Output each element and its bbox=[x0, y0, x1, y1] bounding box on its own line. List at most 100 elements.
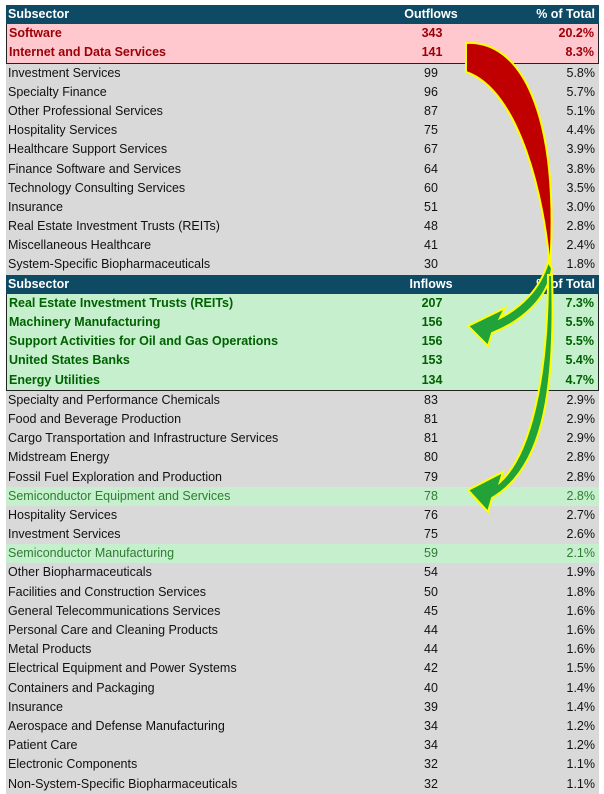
subsector-cell: Specialty Finance bbox=[8, 84, 107, 99]
subsector-flows-table: Subsector Outflows % of Total Software 343 20… bbox=[6, 5, 599, 794]
subsector-cell: Midstream Energy bbox=[8, 450, 110, 465]
pct-cell: 4.7% bbox=[565, 372, 595, 387]
subsector-cell: Semiconductor Manufacturing bbox=[8, 546, 175, 561]
flow-value-cell: 153 bbox=[421, 353, 443, 368]
table-row: Real Estate Investment Trusts (REITs) 207… bbox=[6, 293, 599, 313]
pct-cell: 2.9% bbox=[566, 392, 596, 407]
table-row: Metal Products 44 1.6% bbox=[6, 640, 599, 660]
table-row: Non-System-Specific Biopharmaceuticals 32… bbox=[6, 774, 599, 794]
subsector-cell: Fossil Fuel Exploration and Production bbox=[8, 469, 223, 484]
flow-value-cell: 87 bbox=[424, 103, 438, 118]
subsector-cell: Facilities and Construction Services bbox=[8, 584, 206, 599]
flow-value-cell: 141 bbox=[421, 45, 443, 60]
header-pct: % of Total bbox=[536, 7, 595, 21]
subsector-cell: Investment Services bbox=[8, 527, 121, 542]
flow-value-cell: 81 bbox=[424, 411, 438, 426]
subsector-cell: Insurance bbox=[8, 699, 63, 714]
subsector-cell: System-Specific Biopharmaceuticals bbox=[8, 257, 211, 272]
pct-cell: 2.7% bbox=[566, 507, 596, 522]
pct-cell: 5.1% bbox=[566, 103, 596, 118]
pct-cell: 5.7% bbox=[566, 84, 596, 99]
flow-value-cell: 78 bbox=[424, 488, 438, 503]
flow-value-cell: 40 bbox=[424, 680, 438, 695]
subsector-cell: Specialty and Performance Chemicals bbox=[8, 392, 220, 407]
pct-cell: 7.3% bbox=[565, 295, 595, 310]
header-flows: Inflows bbox=[409, 276, 453, 291]
flow-value-cell: 41 bbox=[424, 238, 438, 253]
subsector-cell: Other Professional Services bbox=[8, 103, 163, 118]
flow-value-cell: 32 bbox=[424, 776, 438, 791]
flow-value-cell: 83 bbox=[424, 392, 438, 407]
pct-cell: 3.8% bbox=[566, 161, 596, 176]
table-row: Energy Utilities 134 4.7% bbox=[6, 370, 599, 391]
pct-cell: 1.8% bbox=[566, 584, 596, 599]
subsector-cell: United States Banks bbox=[9, 353, 130, 368]
flow-value-cell: 34 bbox=[424, 738, 438, 753]
table-row: Internet and Data Services 141 8.3% bbox=[6, 43, 599, 64]
subsector-cell: Semiconductor Equipment and Services bbox=[8, 488, 231, 503]
flow-value-cell: 64 bbox=[424, 161, 438, 176]
subsector-cell: Real Estate Investment Trusts (REITs) bbox=[9, 295, 234, 310]
table-row: Patient Care 34 1.2% bbox=[6, 736, 599, 756]
table-row: Insurance 51 3.0% bbox=[6, 197, 599, 218]
table-row: Hospitality Services 76 2.7% bbox=[6, 505, 599, 526]
subsector-cell: Machinery Manufacturing bbox=[9, 315, 161, 329]
pct-cell: 3.0% bbox=[566, 199, 596, 214]
table-row: Hospitality Services 75 4.4% bbox=[6, 121, 599, 141]
table-row: System-Specific Biopharmaceuticals 30 1.8% bbox=[6, 255, 599, 275]
subsector-cell: Aerospace and Defense Manufacturing bbox=[8, 718, 225, 733]
outflows-header-row: Subsector Outflows % of Total bbox=[6, 5, 599, 25]
subsector-cell: Energy Utilities bbox=[9, 372, 100, 387]
subsector-cell: Healthcare Support Services bbox=[8, 142, 168, 157]
subsector-cell: Investment Services bbox=[8, 65, 121, 80]
pct-cell: 2.8% bbox=[566, 469, 596, 484]
table-row: Other Professional Services 87 5.1% bbox=[6, 101, 599, 122]
pct-cell: 4.4% bbox=[566, 123, 596, 138]
header-pct: % of Total bbox=[536, 276, 595, 291]
pct-cell: 2.9% bbox=[566, 411, 596, 426]
header-subsector: Subsector bbox=[8, 276, 70, 291]
flow-value-cell: 79 bbox=[424, 469, 438, 484]
flow-value-cell: 50 bbox=[424, 584, 438, 599]
pct-cell: 2.8% bbox=[566, 488, 596, 503]
subsector-cell: Electrical Equipment and Power Systems bbox=[8, 661, 237, 676]
table-row: Food and Beverage Production 81 2.9% bbox=[6, 409, 599, 430]
table-row: Electrical Equipment and Power Systems 42… bbox=[6, 659, 599, 679]
pct-cell: 2.4% bbox=[566, 238, 596, 253]
flow-value-cell: 30 bbox=[424, 257, 438, 272]
pct-cell: 1.6% bbox=[566, 603, 596, 618]
subsector-cell: Technology Consulting Services bbox=[8, 180, 186, 195]
flow-value-cell: 96 bbox=[424, 84, 438, 99]
table-row: Machinery Manufacturing 156 5.5% bbox=[6, 313, 599, 333]
subsector-cell: Other Biopharmaceuticals bbox=[8, 565, 152, 580]
pct-cell: 1.2% bbox=[566, 738, 596, 753]
flow-value-cell: 60 bbox=[424, 180, 438, 195]
table-row: Other Biopharmaceuticals 54 1.9% bbox=[6, 563, 599, 583]
table-row: Miscellaneous Healthcare 41 2.4% bbox=[6, 236, 599, 256]
pct-cell: 8.3% bbox=[565, 45, 595, 60]
pct-cell: 1.6% bbox=[566, 623, 596, 637]
subsector-cell: Metal Products bbox=[8, 642, 92, 657]
flow-value-cell: 76 bbox=[424, 507, 438, 522]
pct-cell: 1.1% bbox=[566, 776, 596, 791]
subsector-cell: Containers and Packaging bbox=[8, 680, 155, 695]
table-row: Specialty Finance 96 5.7% bbox=[6, 82, 599, 102]
subsector-cell: Food and Beverage Production bbox=[8, 411, 182, 426]
table-row: Fossil Fuel Exploration and Production 79… bbox=[6, 467, 599, 487]
flow-value-cell: 59 bbox=[424, 546, 438, 561]
subsector-cell: Internet and Data Services bbox=[9, 45, 167, 60]
header-subsector: Subsector bbox=[8, 7, 70, 21]
subsector-cell: Hospitality Services bbox=[8, 123, 118, 138]
table-row: Cargo Transportation and Infrastructure … bbox=[6, 429, 599, 449]
flow-value-cell: 80 bbox=[424, 450, 438, 465]
pct-cell: 5.8% bbox=[566, 65, 596, 80]
pct-cell: 2.8% bbox=[566, 219, 596, 234]
table-row: Healthcare Support Services 67 3.9% bbox=[6, 140, 599, 160]
pct-cell: 1.4% bbox=[566, 680, 596, 695]
pct-cell: 1.9% bbox=[566, 565, 596, 580]
pct-cell: 2.8% bbox=[566, 450, 596, 465]
pct-cell: 5.5% bbox=[565, 315, 595, 329]
table-row: Personal Care and Cleaning Products 44 1.6… bbox=[6, 621, 599, 641]
table-row: Investment Services 75 2.6% bbox=[6, 525, 599, 545]
table-row: United States Banks 153 5.4% bbox=[6, 351, 599, 371]
